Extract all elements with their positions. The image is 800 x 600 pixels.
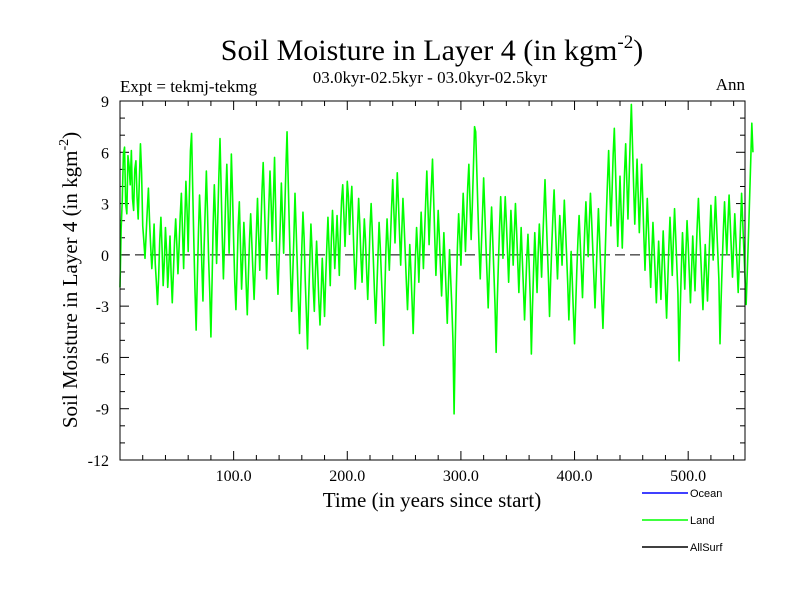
y-tick-label: -3 — [96, 299, 109, 316]
series-layer — [119, 103, 754, 415]
axes: -12 -9 -6 -3 0 3 6 9 100.0 200.0 300.0 400.0 500.0 — [88, 94, 745, 485]
y-tick-label: 9 — [101, 94, 109, 111]
legend: Ocean Land AllSurf — [642, 488, 723, 554]
y-tick-label: 0 — [101, 248, 109, 265]
chart-title: Soil Moisture in Layer 4 (in kgm-2) — [221, 32, 643, 67]
y-axis-label: Soil Moisture in Layer 4 (in kgm-2) — [57, 132, 82, 428]
period-label: 03.0kyr-02.5kyr - 03.0kyr-02.5kyr — [313, 68, 548, 87]
experiment-label: Expt = tekmj-tekmg — [120, 77, 258, 96]
season-label: Ann — [716, 75, 746, 94]
legend-label-land: Land — [690, 515, 714, 527]
x-tick-label: 100.0 — [216, 468, 252, 485]
y-tick-label: 6 — [101, 145, 109, 162]
y-tick-label: -6 — [96, 350, 109, 367]
y-tick-label: -9 — [96, 402, 109, 419]
plot-frame — [119, 100, 746, 461]
legend-label-ocean: Ocean — [690, 488, 722, 500]
x-tick-label: 300.0 — [443, 468, 479, 485]
series-line-land — [119, 103, 754, 415]
legend-label-allsurf: AllSurf — [690, 542, 723, 554]
y-tick-label: -12 — [88, 453, 109, 470]
x-tick-label: 200.0 — [329, 468, 365, 485]
x-tick-label: 400.0 — [557, 468, 593, 485]
x-axis-label: Time (in years since start) — [323, 488, 542, 512]
x-tick-label: 500.0 — [670, 468, 706, 485]
y-tick-label: 3 — [101, 197, 109, 214]
